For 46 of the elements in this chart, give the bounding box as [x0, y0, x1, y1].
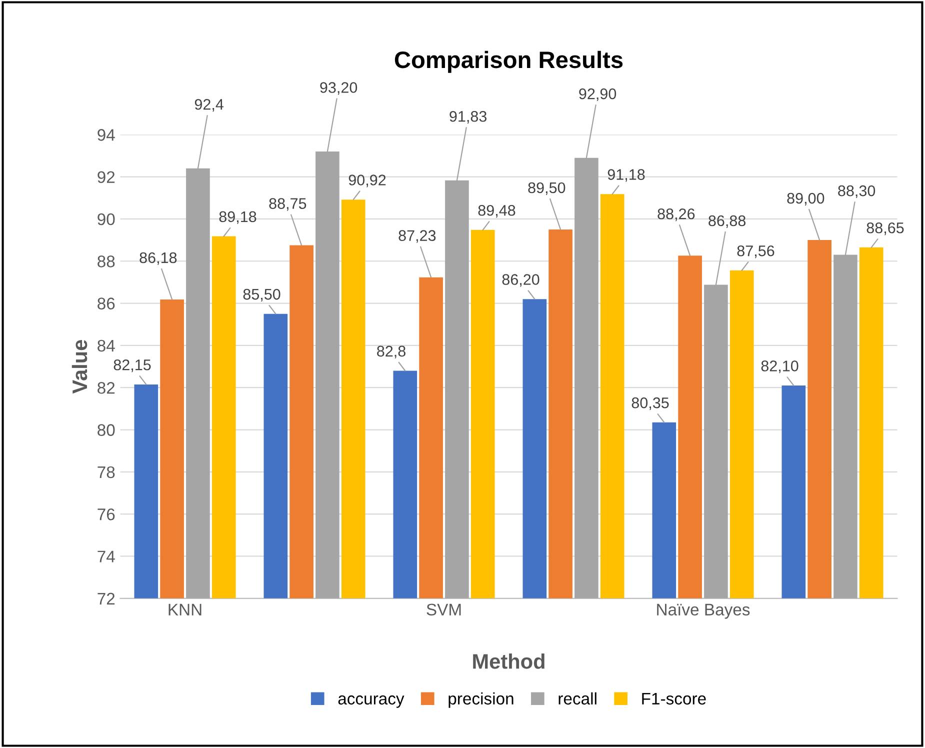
data-label: 93,20 [320, 82, 358, 95]
data-label: 82,10 [761, 360, 798, 374]
data-label: 86,18 [140, 252, 177, 265]
data-label: 86,20 [502, 274, 540, 287]
y-tick-label: 86 [98, 298, 115, 310]
legend-label: F1-score [642, 692, 706, 705]
data-label: 91,83 [450, 110, 487, 124]
data-label: 82,8 [377, 346, 406, 358]
x-tick-label: Naïve Bayes [657, 604, 750, 619]
y-tick-label: 74 [98, 550, 115, 562]
x-tick-label: KNN [168, 604, 202, 616]
data-label: 89,48 [478, 204, 516, 218]
y-tick-label: 78 [98, 466, 115, 478]
data-label: 90,92 [348, 174, 386, 188]
data-label: 91,18 [608, 169, 645, 182]
data-label: 82,15 [114, 359, 151, 372]
data-label: 80,35 [632, 397, 669, 410]
legend-label: accuracy [338, 695, 404, 708]
data-label: 86,88 [708, 215, 746, 228]
y-tick-label: 94 [98, 129, 115, 141]
data-label: 88,75 [269, 198, 306, 211]
y-tick-label: 88 [98, 256, 115, 268]
y-tick-label: 90 [98, 213, 115, 226]
data-label: 92,4 [194, 98, 224, 112]
legend-label: recall [558, 692, 596, 705]
chart-title: Comparison Results [394, 50, 623, 73]
y-tick-label: 80 [98, 424, 115, 436]
data-label: 87,56 [737, 245, 774, 258]
data-label: 89,18 [219, 211, 256, 224]
x-tick-label: SVM [426, 604, 461, 616]
data-label: 89,00 [787, 192, 824, 206]
y-tick-label: 82 [98, 382, 115, 394]
data-label: 89,50 [528, 182, 566, 195]
data-label: 88,26 [658, 208, 695, 222]
data-label: 87,23 [398, 230, 436, 243]
data-label: 92,90 [579, 88, 616, 102]
y-axis-title: Value [72, 340, 88, 394]
data-label: 88,30 [838, 185, 876, 198]
y-tick-label: 84 [98, 340, 115, 352]
data-label: 88,65 [866, 222, 904, 236]
y-tick-label: 76 [98, 508, 115, 520]
y-tick-label: 92 [98, 171, 115, 184]
data-label: 85,50 [243, 288, 280, 302]
legend-label: precision [448, 692, 514, 708]
x-axis-title: Method [473, 654, 544, 669]
y-tick-label: 72 [98, 592, 115, 604]
